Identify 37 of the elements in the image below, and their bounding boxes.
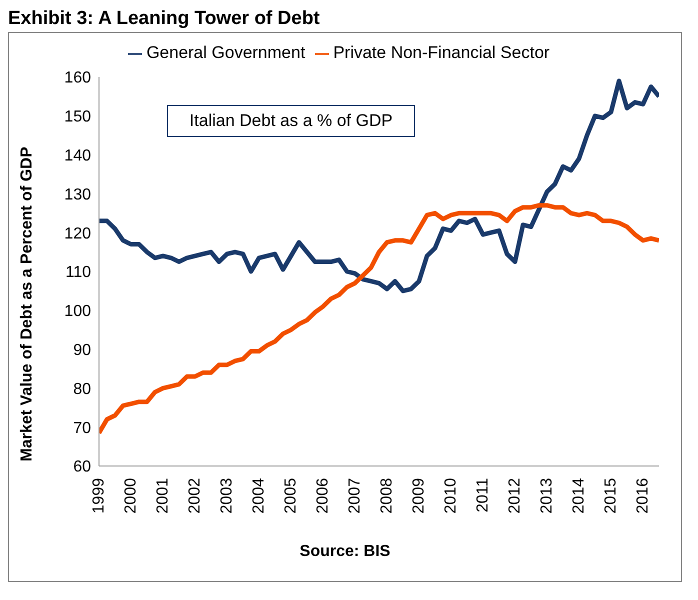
y-tick-label: 120 <box>64 225 92 242</box>
x-tick-label: 2005 <box>282 478 300 514</box>
x-tick-label: 2015 <box>602 478 620 514</box>
x-tick-label: 2014 <box>570 478 588 514</box>
x-tick-label: 2011 <box>474 478 492 512</box>
source-note: Source: BIS <box>298 543 392 561</box>
x-tick-label: 2004 <box>250 478 268 514</box>
annotation: Italian Debt as a % of GDP <box>167 105 415 137</box>
y-tick-label: 70 <box>73 420 92 437</box>
y-tick-label: 60 <box>73 458 92 476</box>
y-tick-label: 100 <box>64 303 92 320</box>
y-tick-label: 150 <box>64 108 92 126</box>
x-tick-label: 2009 <box>410 478 428 514</box>
x-tick-label: 2016 <box>634 478 652 514</box>
y-tick-label: 140 <box>64 147 92 164</box>
legend-label: Private Non-Financial Sector <box>333 43 550 62</box>
x-tick-label: 2001 <box>154 478 172 514</box>
x-tick-label: 2002 <box>186 478 204 514</box>
y-tick-label: 90 <box>73 342 92 359</box>
x-tick-label: 2006 <box>314 478 332 514</box>
x-tick-label: 2000 <box>122 478 140 514</box>
y-axis-title: Market Value of Debt as a Percent of GDP <box>18 146 36 462</box>
x-tick-label: 2007 <box>346 478 364 514</box>
y-tick-label: 80 <box>73 380 92 398</box>
legend-label: General Government <box>146 43 306 62</box>
x-tick-label: 2008 <box>378 478 396 514</box>
chart-title: Exhibit 3: A Leaning Tower of Debt <box>8 8 321 31</box>
x-tick-label: 1999 <box>90 478 108 514</box>
line-series <box>99 78 659 294</box>
y-tick-label: 130 <box>64 186 92 204</box>
y-tick-label: 160 <box>64 70 92 87</box>
x-tick-label: 2010 <box>442 478 460 514</box>
line-series <box>99 203 659 436</box>
x-tick-label: 2013 <box>538 478 556 514</box>
y-tick-label: 110 <box>65 264 92 282</box>
x-tick-label: 2003 <box>218 478 236 514</box>
x-tick-label: 2012 <box>506 478 524 514</box>
